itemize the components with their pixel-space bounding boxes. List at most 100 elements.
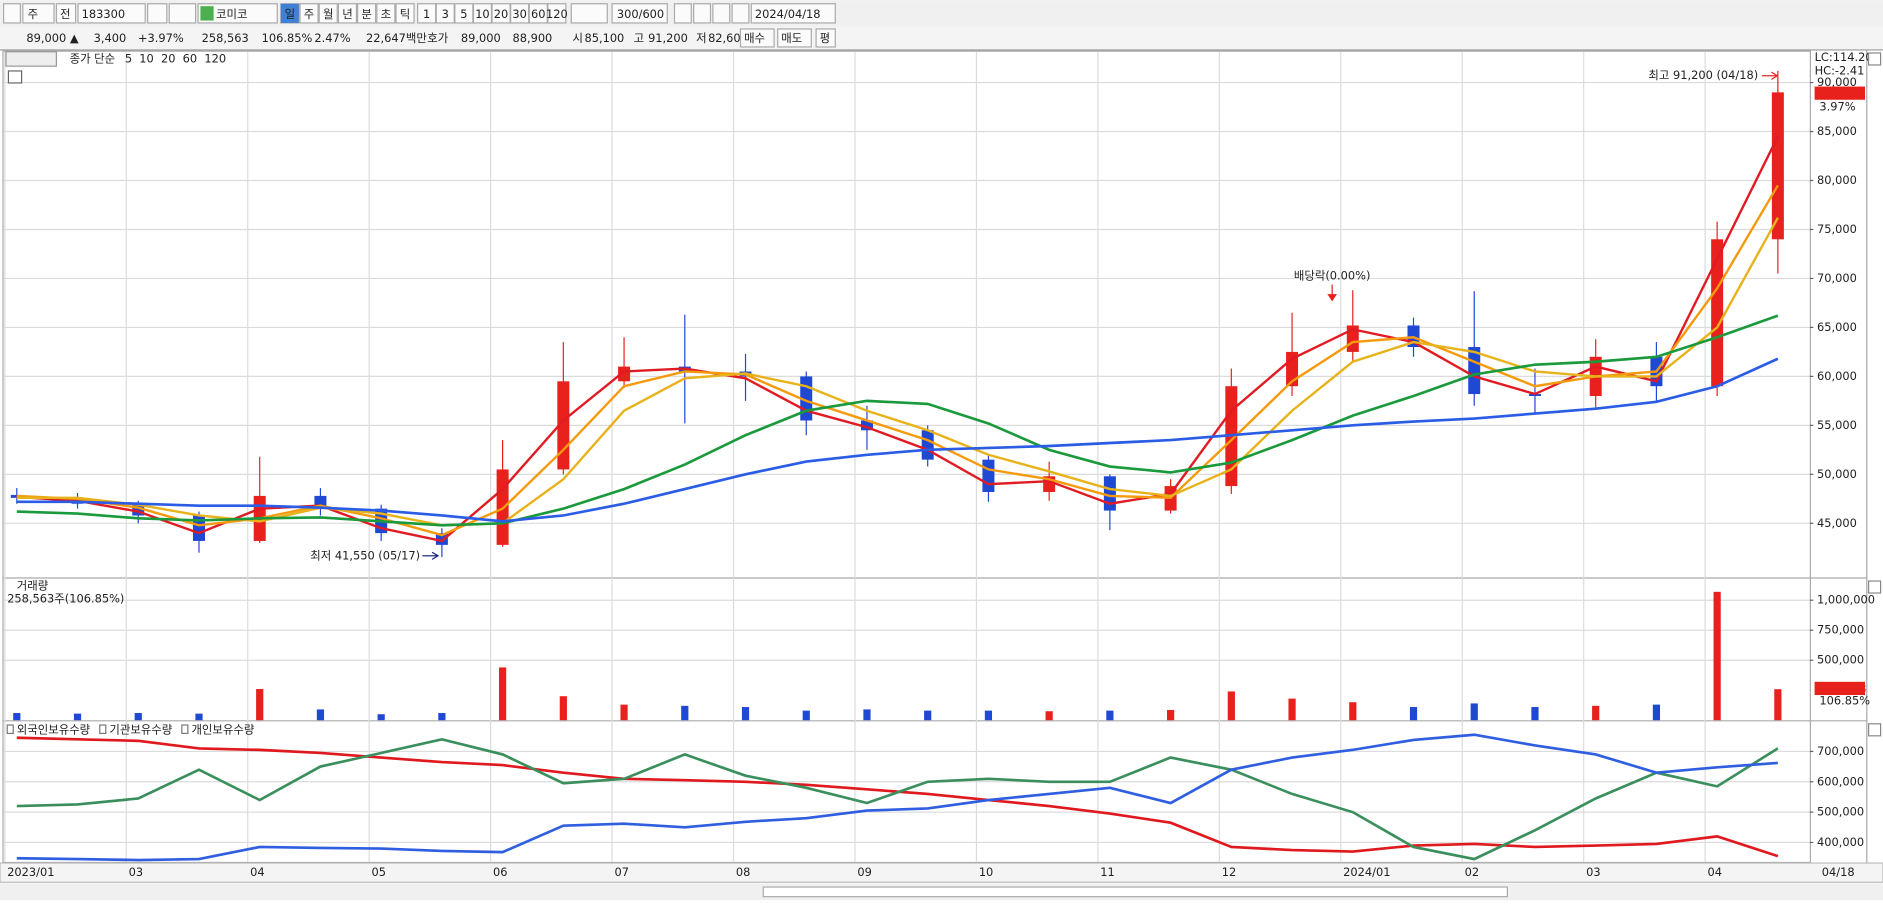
toolbar-button[interactable]: [570, 3, 608, 24]
candle-body: [921, 430, 934, 460]
y-tick-label: 80,000: [1817, 173, 1857, 187]
volume-bar: [802, 710, 810, 721]
toolbar-button[interactable]: [731, 3, 750, 24]
toolbar-button[interactable]: [147, 3, 168, 24]
toolbar-button[interactable]: [337, 3, 358, 24]
quote-change-pct: +3.97%: [138, 31, 184, 45]
toolbar-button[interactable]: [197, 3, 278, 24]
count-input[interactable]: 300/600: [617, 7, 664, 21]
period-button[interactable]: 초: [381, 7, 391, 21]
volume-bar: [1349, 702, 1357, 721]
hc-label: HC:-2.41: [1815, 63, 1865, 77]
y-tick-label: 85,000: [1817, 124, 1857, 138]
volume-bar: [1288, 698, 1296, 721]
toolbar-button[interactable]: [299, 3, 319, 24]
quote-eval[interactable]: 평: [820, 31, 830, 45]
x-axis-bar: [0, 862, 1883, 883]
volume-bar: [195, 713, 203, 721]
legend-entry: 120: [204, 51, 226, 65]
interval-button[interactable]: 20: [494, 7, 509, 21]
panel-title: 거래량: [17, 578, 49, 592]
kind-select[interactable]: 전: [60, 7, 70, 21]
scroll-track[interactable]: [762, 886, 1508, 898]
name-badge: [200, 6, 214, 21]
quote-ask-label: 호가: [427, 31, 448, 45]
interval-button[interactable]: 10: [475, 7, 490, 21]
toolbar-button[interactable]: [395, 3, 415, 24]
low-arrow-head: [431, 551, 440, 560]
toolbar-button[interactable]: [376, 3, 396, 24]
panel-button[interactable]: [1867, 52, 1882, 66]
toolbar-button[interactable]: [77, 3, 146, 24]
toolbar-button[interactable]: [611, 3, 668, 24]
toolbar-button[interactable]: [750, 3, 836, 24]
candle-body: [1103, 476, 1116, 511]
panel-button[interactable]: [1867, 580, 1882, 594]
interval-button[interactable]: 5: [460, 7, 467, 21]
volume-bar: [1106, 710, 1114, 721]
candle-body: [192, 515, 205, 541]
quote-high-label: 고: [634, 31, 644, 45]
date-input[interactable]: 2024/04/18: [755, 7, 821, 21]
x-tick-label: 04: [1708, 865, 1723, 879]
toolbar-button[interactable]: [510, 3, 530, 24]
volume-bar: [73, 713, 82, 721]
x-tick-label: 05: [372, 865, 387, 879]
quote-buy[interactable]: 매수: [744, 31, 765, 45]
volume-bar: [134, 713, 142, 721]
toolbar-button[interactable]: [547, 3, 567, 24]
interval-button[interactable]: 1: [423, 7, 430, 21]
volume-bar: [1652, 704, 1661, 721]
stock-name-box: [5, 51, 58, 67]
interval-button[interactable]: 3: [442, 7, 449, 21]
period-button[interactable]: 년: [342, 7, 352, 21]
quote-button[interactable]: [815, 28, 836, 48]
interval-button[interactable]: 120: [546, 7, 568, 21]
period-button[interactable]: 주: [304, 7, 314, 21]
toolbar-button[interactable]: [318, 3, 338, 24]
y-tick-label: 750,000: [1817, 623, 1864, 637]
quote-ask: 89,000: [461, 31, 501, 45]
stock-name-input[interactable]: 코미코: [216, 7, 247, 21]
quote-button[interactable]: [739, 28, 775, 48]
volume-bar: [681, 705, 689, 721]
quote-bar: [0, 26, 1883, 50]
legend-marker: [181, 724, 189, 735]
code-input[interactable]: 183300: [82, 7, 125, 21]
candle-body: [132, 503, 145, 516]
interval-button[interactable]: 30: [512, 7, 527, 21]
panel-subtitle: 258,563주(106.85%): [7, 592, 124, 606]
toolbar-button[interactable]: [3, 3, 22, 24]
toolbar-button[interactable]: [673, 3, 692, 24]
period-button[interactable]: 월: [323, 7, 333, 21]
volume-bar: [620, 704, 628, 721]
legend-entry: 60: [183, 51, 198, 65]
legend-entry: 10: [139, 51, 154, 65]
panel-icon[interactable]: [7, 70, 23, 84]
event-arrow-head: [1327, 294, 1337, 302]
y-tick-label: 400,000: [1817, 835, 1864, 849]
toolbar-button[interactable]: [712, 3, 731, 24]
quote-button[interactable]: [777, 28, 812, 48]
market-select[interactable]: 주: [28, 7, 38, 21]
quote-sell[interactable]: 매도: [781, 31, 802, 45]
toolbar-button[interactable]: [168, 3, 197, 24]
period-button[interactable]: 틱: [400, 7, 410, 21]
x-tick-label: 03: [129, 865, 143, 879]
period-button[interactable]: 일: [285, 7, 295, 21]
volume-bar: [924, 710, 932, 721]
period-button[interactable]: 분: [361, 7, 371, 21]
toolbar-button[interactable]: [357, 3, 377, 24]
volume-bar: [1592, 705, 1600, 721]
x-tick-label: 06: [493, 865, 508, 879]
toolbar-button[interactable]: [55, 3, 77, 24]
volume-bar: [1409, 707, 1418, 721]
legend-entry: 5: [125, 51, 132, 65]
interval-button[interactable]: 60: [531, 7, 546, 21]
y-tick-label: 75,000: [1817, 222, 1857, 236]
panel-button[interactable]: [1867, 723, 1882, 737]
toolbar-button[interactable]: [693, 3, 712, 24]
toolbar-button[interactable]: [22, 3, 55, 24]
x-tick-label: 07: [614, 865, 629, 879]
